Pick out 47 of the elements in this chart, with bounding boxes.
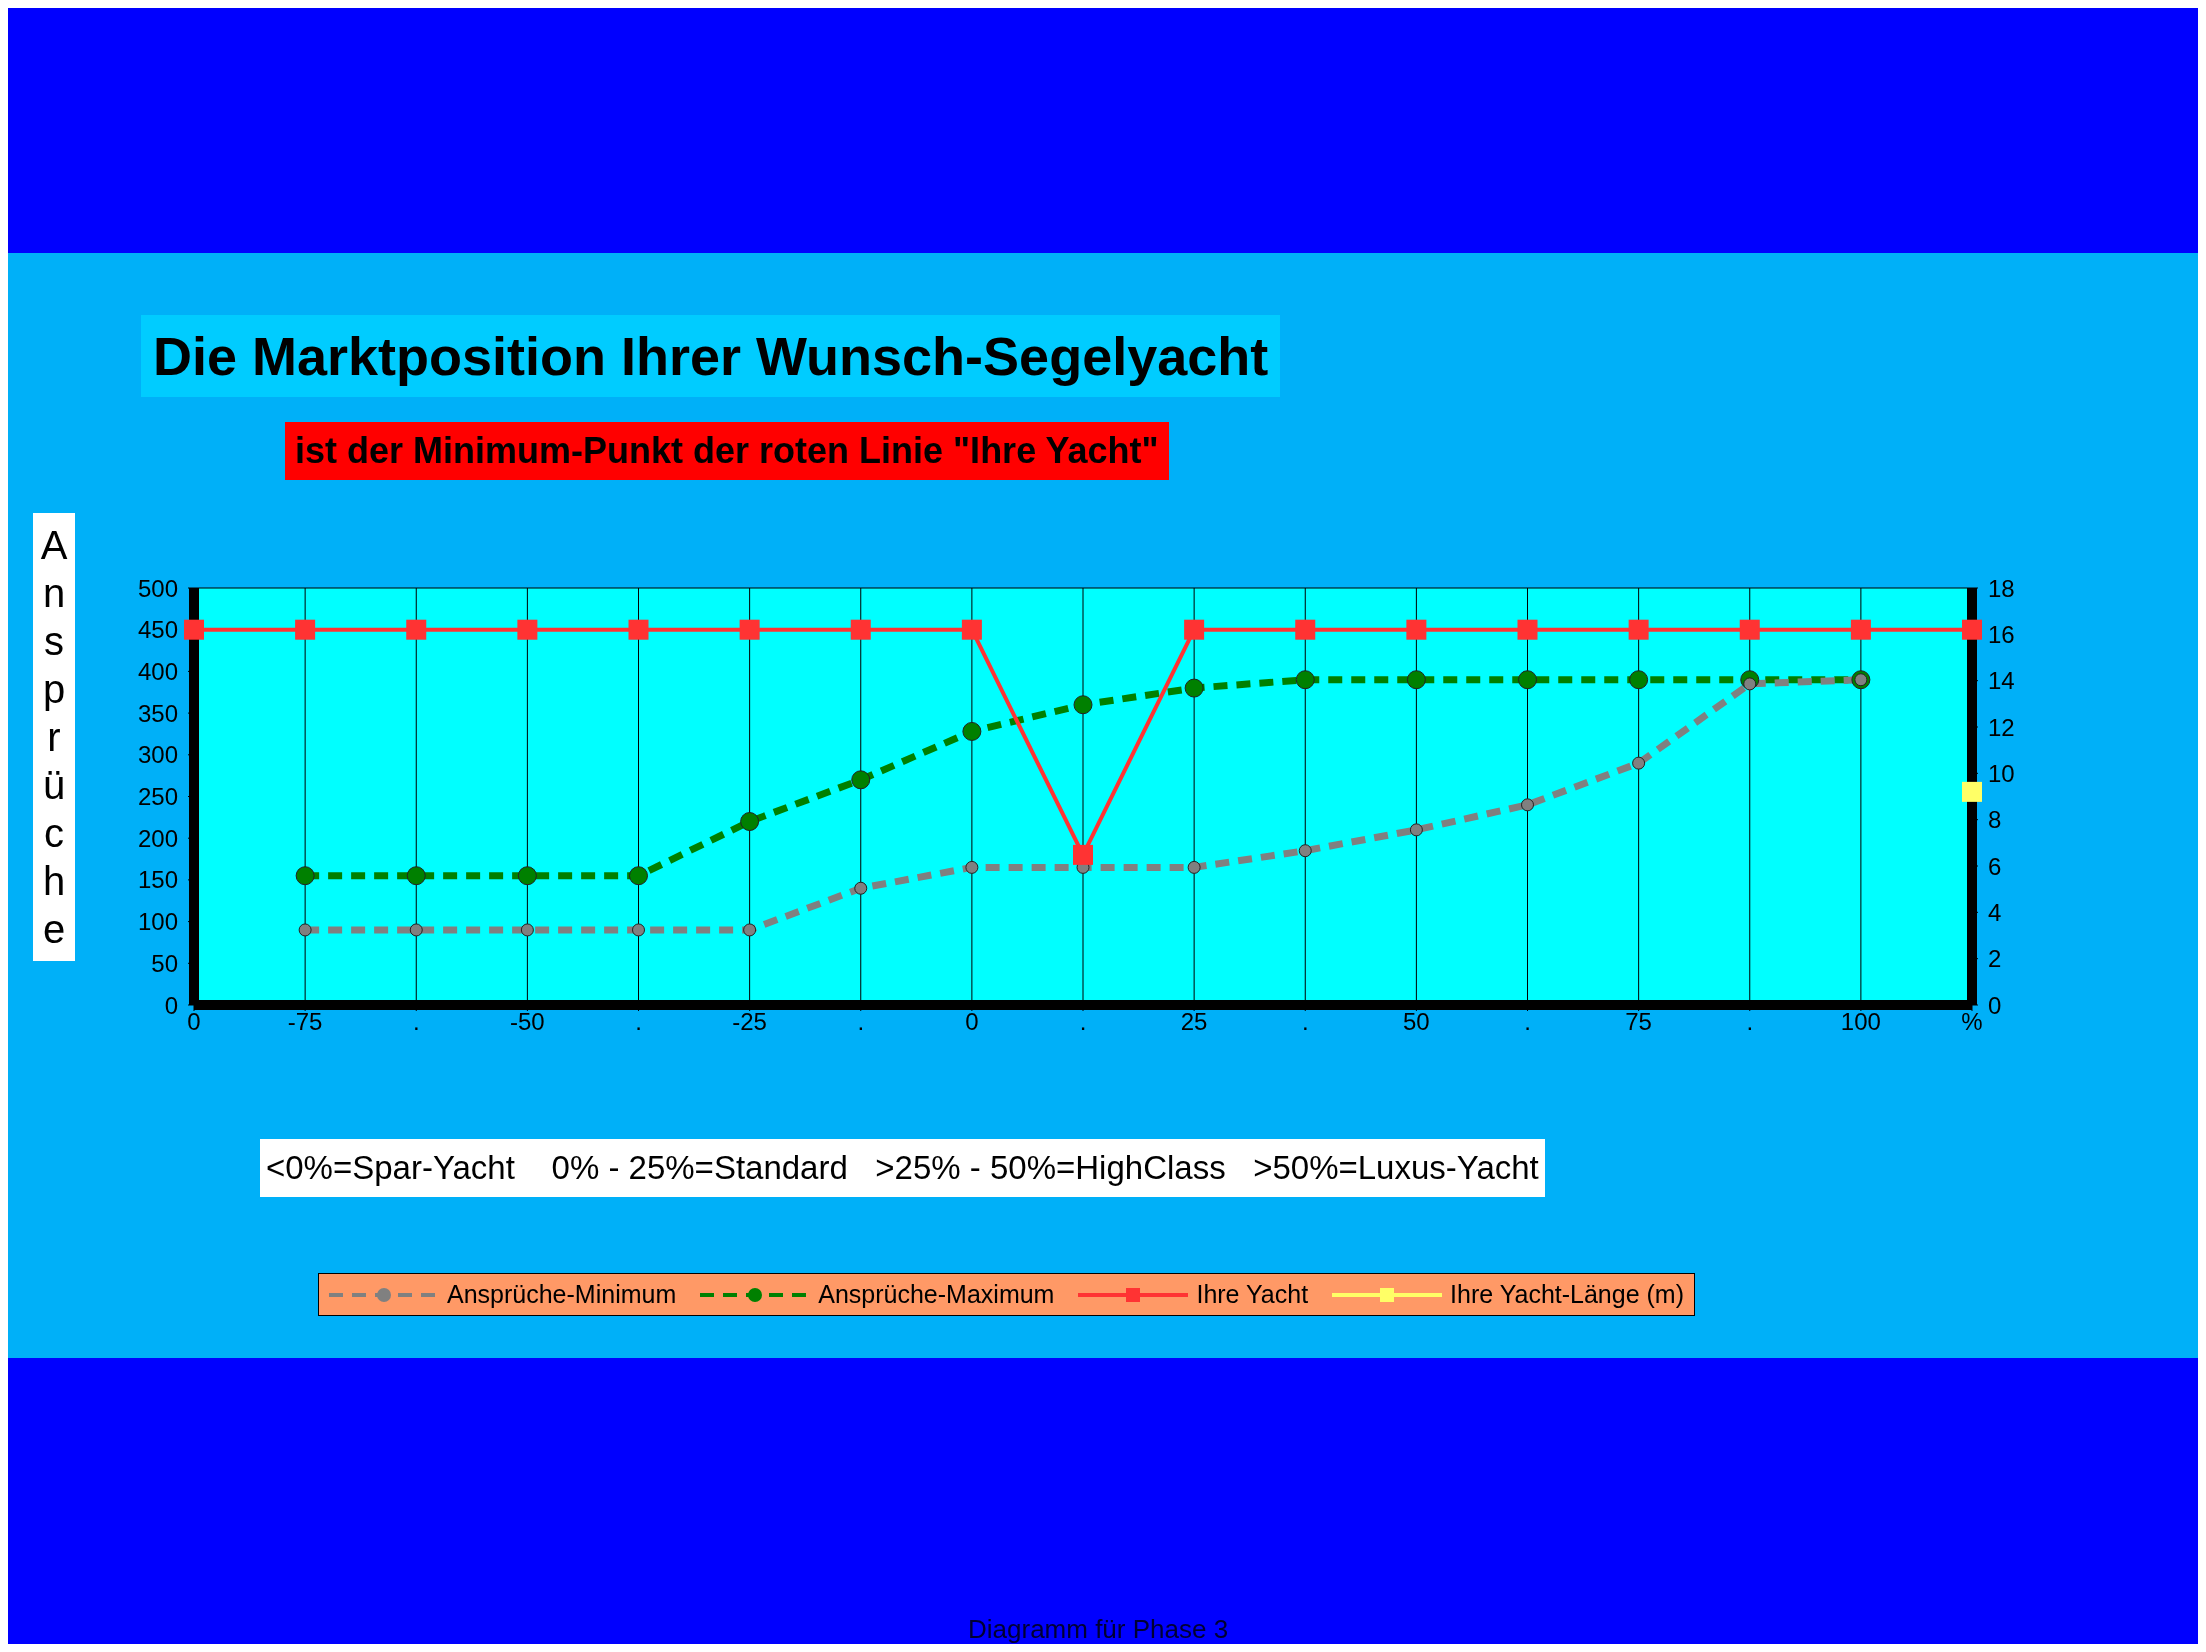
y-tick-label: 100	[137, 908, 178, 936]
x-tick-label: -50	[510, 1008, 545, 1036]
chart-title: Die Marktposition Ihrer Wunsch-Segelyacht	[141, 315, 1281, 397]
chart-subtitle: ist der Minimum-Punkt der roten Linie "Ihre Yacht"	[285, 422, 1169, 480]
text: <0%=Spar-Yacht 0% - 25%=Standard >25% - 50%=HighClass >50%=Luxus-Yacht	[260, 1139, 1545, 1197]
text: Ansprüche	[40, 523, 68, 951]
y-tick-label: 500	[137, 574, 178, 602]
y2-tick-label: 18	[1988, 574, 2015, 602]
y2-tick-label: 14	[1988, 667, 2015, 695]
x-tick-label: 100	[1840, 1008, 1881, 1036]
legend-label: Ansprüche-Minimum	[447, 1280, 677, 1309]
y-tick-label: 400	[137, 657, 178, 685]
x-tick-label: %	[1961, 1008, 1983, 1036]
y2-tick-label: 6	[1988, 852, 2002, 880]
x-tick-label: 75	[1625, 1008, 1652, 1036]
x-tick-label: .	[412, 1008, 420, 1036]
x-tick-label: -25	[732, 1008, 767, 1036]
x-tick-label: -75	[287, 1008, 323, 1036]
x-tick-label: .	[1524, 1008, 1531, 1036]
y2-tick-label: 8	[1988, 806, 2002, 834]
y2-tick-label: 2	[1988, 945, 2002, 973]
y-tick-label: 450	[137, 616, 178, 644]
y-tick-label: 300	[137, 741, 178, 769]
legend-label: Ansprüche-Maximum	[818, 1280, 1055, 1309]
y-tick-label: 200	[137, 824, 178, 852]
x-tick-label: .	[857, 1008, 865, 1036]
y2-tick-label: 10	[1988, 759, 2015, 787]
legend-label: Ihre Yacht-Länge (m)	[1450, 1280, 1685, 1309]
y-tick-label: 250	[137, 783, 178, 811]
legend-label: Ihre Yacht	[1196, 1280, 1309, 1309]
y-tick-label: 350	[137, 699, 178, 727]
x-tick-label: .	[1301, 1008, 1309, 1036]
y2-tick-label: 12	[1988, 713, 2015, 741]
x-tick-label: 0	[965, 1008, 979, 1036]
y-tick-label: 50	[151, 949, 178, 977]
x-tick-label: 0	[187, 1008, 201, 1036]
text: Diagramm für Phase 3	[968, 1614, 1229, 1645]
x-tick-label: 25	[1180, 1008, 1208, 1036]
x-tick-label: 50	[1403, 1008, 1430, 1036]
y-tick-label: 150	[137, 866, 178, 894]
x-tick-label: .	[635, 1008, 642, 1036]
y2-tick-label: 16	[1988, 620, 2015, 648]
x-tick-label: .	[1746, 1008, 1754, 1036]
y2-tick-label: 4	[1988, 898, 2002, 926]
y-tick-label: 0	[164, 991, 178, 1019]
y2-tick-label: 0	[1988, 991, 2002, 1019]
x-tick-label: .	[1079, 1008, 1087, 1036]
